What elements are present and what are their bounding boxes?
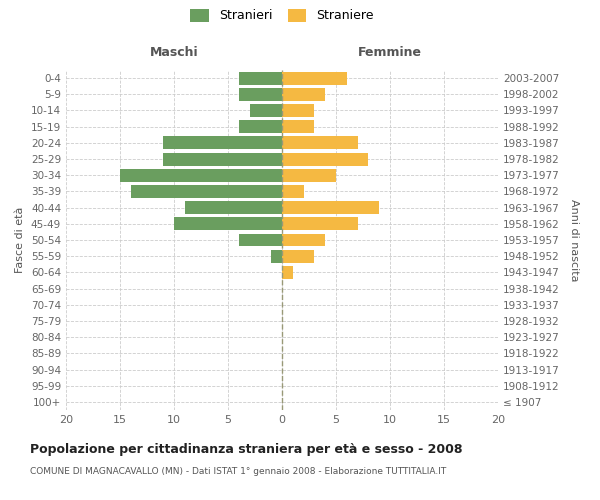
Bar <box>282 185 304 198</box>
Bar <box>163 152 282 166</box>
Text: Maschi: Maschi <box>149 46 199 59</box>
Bar <box>185 201 282 214</box>
Legend: Stranieri, Straniere: Stranieri, Straniere <box>190 8 374 22</box>
Bar <box>282 169 336 181</box>
Bar <box>131 185 282 198</box>
Text: COMUNE DI MAGNACAVALLO (MN) - Dati ISTAT 1° gennaio 2008 - Elaborazione TUTTITAL: COMUNE DI MAGNACAVALLO (MN) - Dati ISTAT… <box>30 468 446 476</box>
Bar <box>282 152 368 166</box>
Text: Femmine: Femmine <box>358 46 422 59</box>
Bar <box>282 88 325 101</box>
Bar <box>239 72 282 85</box>
Bar <box>282 234 325 246</box>
Bar <box>271 250 282 262</box>
Bar <box>174 218 282 230</box>
Bar <box>282 72 347 85</box>
Bar <box>120 169 282 181</box>
Bar <box>239 120 282 133</box>
Bar <box>282 201 379 214</box>
Bar <box>282 136 358 149</box>
Bar <box>250 104 282 117</box>
Bar <box>239 234 282 246</box>
Bar <box>282 218 358 230</box>
Bar <box>282 104 314 117</box>
Bar <box>282 250 314 262</box>
Y-axis label: Fasce di età: Fasce di età <box>16 207 25 273</box>
Bar <box>282 266 293 279</box>
Bar <box>282 120 314 133</box>
Y-axis label: Anni di nascita: Anni di nascita <box>569 198 579 281</box>
Text: Popolazione per cittadinanza straniera per età e sesso - 2008: Popolazione per cittadinanza straniera p… <box>30 442 463 456</box>
Bar <box>163 136 282 149</box>
Bar <box>239 88 282 101</box>
